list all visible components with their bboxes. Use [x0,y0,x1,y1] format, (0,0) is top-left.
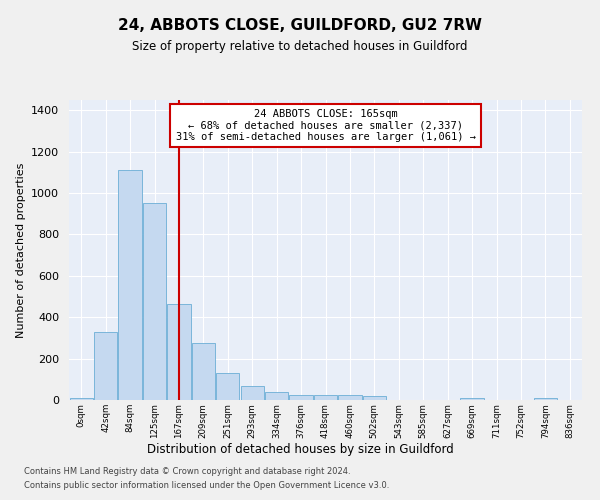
Bar [363,396,386,400]
Bar [216,373,239,400]
Bar [314,395,337,400]
Text: Contains HM Land Registry data © Crown copyright and database right 2024.: Contains HM Land Registry data © Crown c… [24,468,350,476]
Bar [94,332,117,400]
Text: Size of property relative to detached houses in Guildford: Size of property relative to detached ho… [132,40,468,53]
Bar [534,398,557,400]
Bar [289,395,313,400]
Bar [70,398,93,400]
Y-axis label: Number of detached properties: Number of detached properties [16,162,26,338]
Bar [192,343,215,400]
Bar [143,204,166,400]
Text: Distribution of detached houses by size in Guildford: Distribution of detached houses by size … [146,442,454,456]
Bar [338,395,362,400]
Bar [460,398,484,400]
Bar [167,304,191,400]
Text: 24, ABBOTS CLOSE, GUILDFORD, GU2 7RW: 24, ABBOTS CLOSE, GUILDFORD, GU2 7RW [118,18,482,32]
Text: Contains public sector information licensed under the Open Government Licence v3: Contains public sector information licen… [24,481,389,490]
Bar [118,170,142,400]
Bar [265,392,288,400]
Bar [241,386,264,400]
Text: 24 ABBOTS CLOSE: 165sqm
← 68% of detached houses are smaller (2,337)
31% of semi: 24 ABBOTS CLOSE: 165sqm ← 68% of detache… [176,109,476,142]
